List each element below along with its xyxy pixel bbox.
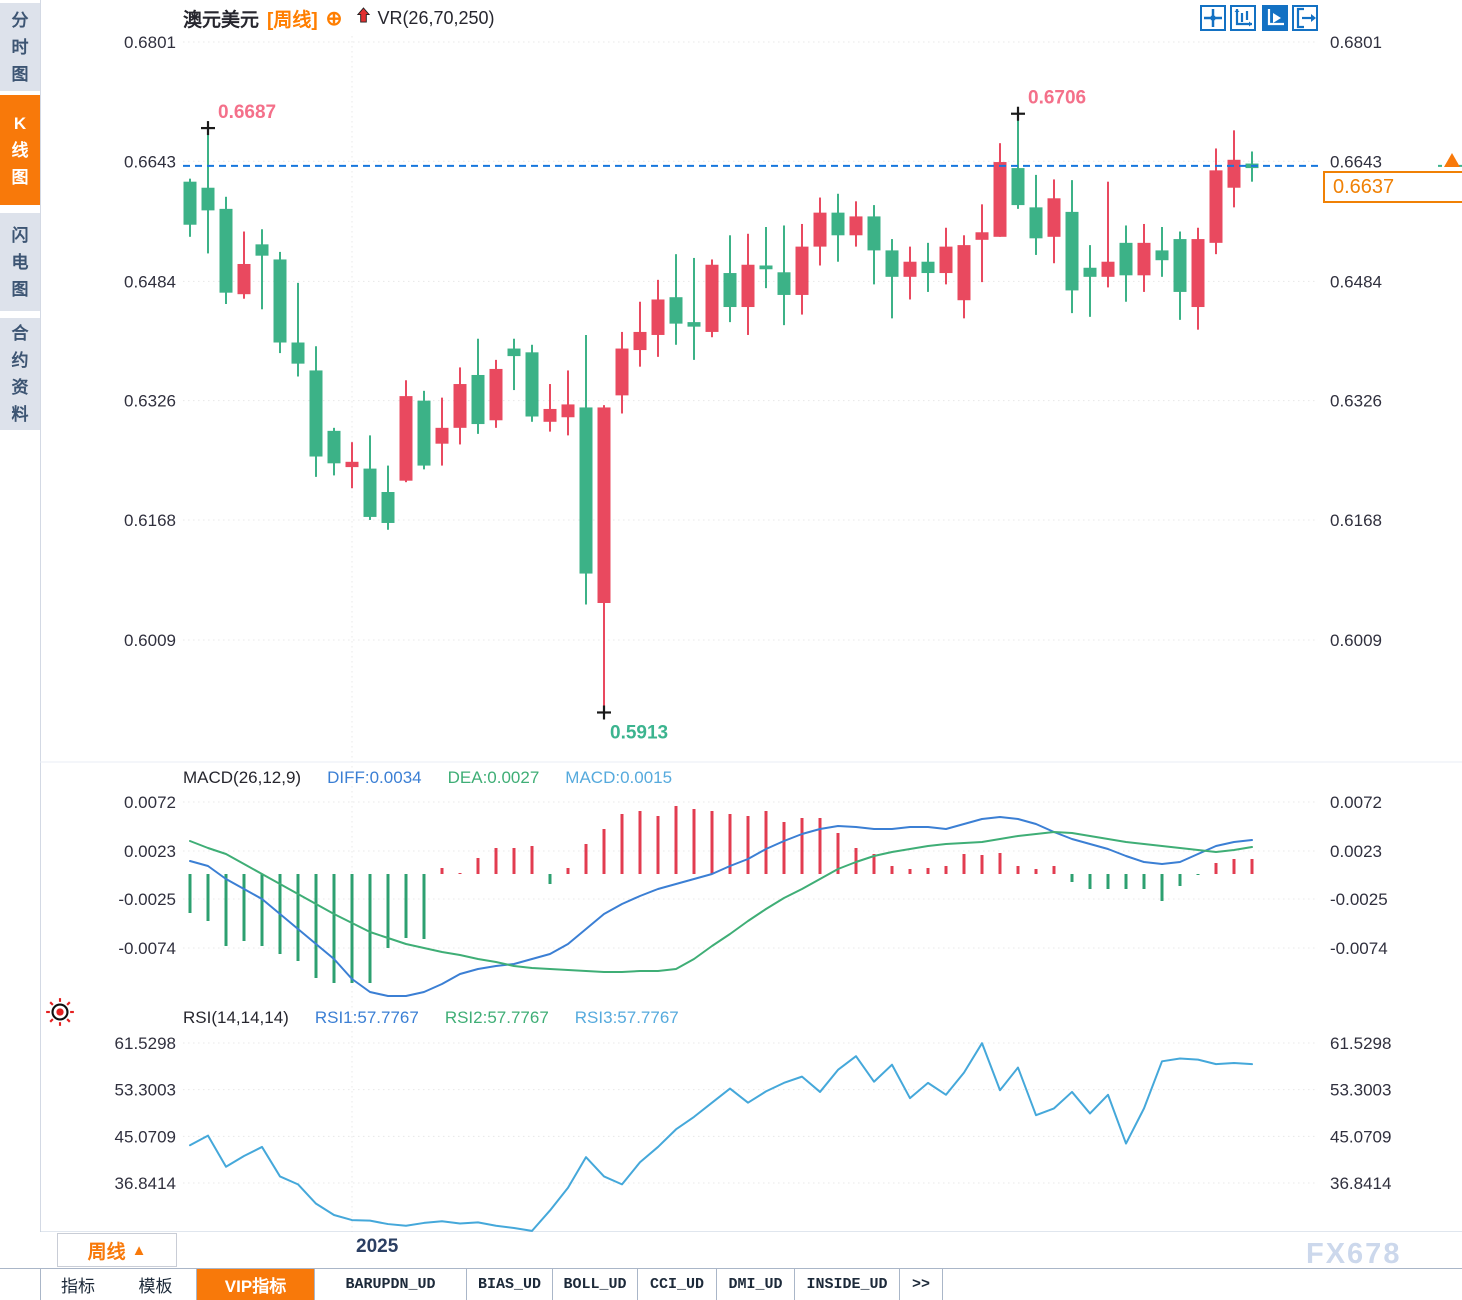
svg-text:0.6484: 0.6484 [1330, 272, 1382, 291]
period-dropdown-arrow-icon: ▲ [131, 1241, 147, 1259]
period-tag: [周线] [267, 9, 318, 31]
buy-signal-arrow-icon [356, 7, 371, 29]
svg-text:0.6168: 0.6168 [1330, 511, 1382, 530]
axis-play-icon[interactable] [1262, 5, 1288, 31]
svg-text:0.6326: 0.6326 [1330, 392, 1382, 411]
svg-text:0.6643: 0.6643 [124, 152, 176, 171]
add-overlay-icon[interactable]: ⊕ [325, 7, 343, 30]
tab-BARUPDN_UD[interactable]: BARUPDN_UD [315, 1269, 467, 1300]
rsi3-value: RSI3:57.7767 [574, 1008, 679, 1027]
macd-diff-value: DIFF:0.0034 [327, 768, 422, 787]
current-price-line [183, 153, 1462, 167]
svg-text:0.6643: 0.6643 [1330, 152, 1382, 171]
axis-range-icon[interactable] [1230, 5, 1256, 31]
svg-text:0.6009: 0.6009 [1330, 631, 1382, 650]
exit-right-icon[interactable] [1292, 5, 1318, 31]
svg-text:36.8414: 36.8414 [115, 1174, 176, 1193]
macd-dea-value: DEA:0.0027 [447, 768, 540, 787]
macd-panel [188, 806, 1254, 997]
svg-text:-0.0025: -0.0025 [1330, 890, 1388, 909]
rsi-name: RSI(14,14,14) [183, 1008, 289, 1027]
svg-text:53.3003: 53.3003 [1330, 1081, 1391, 1100]
svg-text:0.6484: 0.6484 [124, 272, 176, 291]
rsi-readout-row: RSI(14,14,14) RSI1:57.7767 RSI2:57.7767 … [183, 1008, 679, 1028]
svg-text:-0.0074: -0.0074 [118, 939, 176, 958]
bottom-status-row: 周线 ▲ 2025 FX678 [0, 1232, 1462, 1270]
svg-text:0.0072: 0.0072 [124, 793, 176, 812]
chart-header: 澳元美元 [周线] ⊕ VR(26,70,250) [183, 4, 495, 32]
period-label: 周线 [87, 1241, 126, 1263]
svg-text:53.3003: 53.3003 [115, 1081, 176, 1100]
svg-text:0.0072: 0.0072 [1330, 793, 1382, 812]
current-price-box: 0.6637 [1323, 171, 1462, 203]
svg-text:0.6168: 0.6168 [124, 511, 176, 530]
grid-lines [40, 36, 1462, 1233]
svg-text:45.0709: 45.0709 [115, 1127, 176, 1146]
tab-CCI_UD[interactable]: CCI_UD [638, 1269, 717, 1300]
svg-text:36.8414: 36.8414 [1330, 1174, 1391, 1193]
svg-text:0.6706: 0.6706 [1028, 88, 1086, 109]
symbol-label: 澳元美元 [183, 9, 260, 31]
sidebar-item-闪电图[interactable]: 闪电图 [0, 213, 40, 311]
svg-text:-0.0025: -0.0025 [118, 890, 176, 909]
sidebar-item-分时图[interactable]: 分时图 [0, 3, 40, 91]
tab-BOLL_UD[interactable]: BOLL_UD [553, 1269, 638, 1300]
rsi1-value: RSI1:57.7767 [314, 1008, 419, 1027]
indicator-tab-bar: 指标 模板 VIP指标 BARUPDN_UD BIAS_UD BOLL_UD CCI_UD D… [0, 1268, 1462, 1300]
svg-text:0.5913: 0.5913 [610, 722, 668, 743]
svg-text:0.0023: 0.0023 [124, 842, 176, 861]
svg-text:61.5298: 61.5298 [1330, 1034, 1391, 1053]
svg-text:45.0709: 45.0709 [1330, 1127, 1391, 1146]
tab-BIAS_UD[interactable]: BIAS_UD [467, 1269, 553, 1300]
svg-text:61.5298: 61.5298 [115, 1034, 176, 1053]
svg-text:0.6687: 0.6687 [218, 102, 276, 123]
rsi-panel [189, 1042, 1253, 1232]
svg-text:0.6326: 0.6326 [124, 392, 176, 411]
svg-text:0.6801: 0.6801 [124, 33, 176, 52]
tab->>[interactable]: >> [900, 1269, 943, 1300]
tab-模板[interactable]: 模板 [115, 1269, 197, 1300]
svg-text:-0.0074: -0.0074 [1330, 939, 1388, 958]
macd-hist-value: MACD:0.0015 [565, 768, 673, 787]
indicator-alert-icon[interactable] [44, 996, 76, 1033]
sidebar-item-合约资料[interactable]: 合约资料 [0, 318, 40, 430]
tab-VIP指标[interactable]: VIP指标 [197, 1269, 315, 1300]
watermark-logo: FX678 [1306, 1238, 1402, 1270]
macd-name: MACD(26,12,9) [183, 768, 302, 787]
crosshair-move-icon[interactable] [1200, 5, 1226, 31]
macd-readout-row: MACD(26,12,9) DIFF:0.0034 DEA:0.0027 MAC… [183, 768, 672, 788]
svg-text:0.6009: 0.6009 [124, 631, 176, 650]
candlestick-series [183, 113, 1259, 713]
price-annotations: 0.6687 0.6706 0.5913 [201, 88, 1086, 743]
x-axis-year-label: 2025 [356, 1236, 399, 1257]
tab-INSIDE_UD[interactable]: INSIDE_UD [795, 1269, 900, 1300]
tab-DMI_UD[interactable]: DMI_UD [717, 1269, 795, 1300]
svg-text:0.0023: 0.0023 [1330, 842, 1382, 861]
period-selector[interactable]: 周线 ▲ [57, 1233, 177, 1267]
rsi2-value: RSI2:57.7767 [444, 1008, 549, 1027]
tab-指标[interactable]: 指标 [40, 1269, 116, 1300]
vr-indicator-label: VR(26,70,250) [377, 7, 495, 28]
svg-text:0.6801: 0.6801 [1330, 33, 1382, 52]
axis-labels: 0.6801 0.6801 0.6643 0.6643 0.6484 0.6484 0.63… [115, 33, 1392, 1193]
